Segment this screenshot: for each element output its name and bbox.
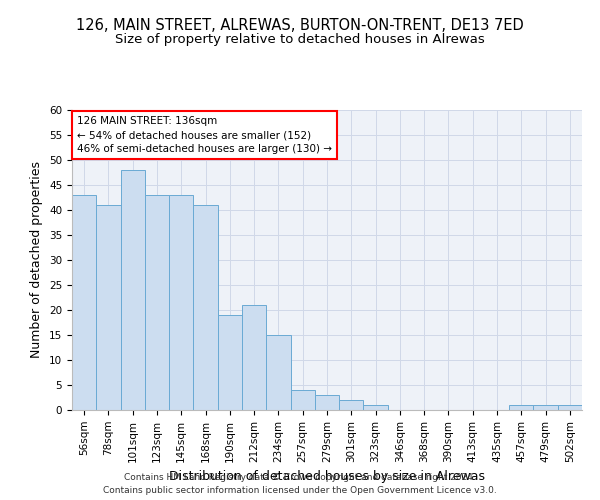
Bar: [533, 405, 558, 410]
Bar: [193, 205, 218, 410]
Text: Contains HM Land Registry data © Crown copyright and database right 2024.
Contai: Contains HM Land Registry data © Crown c…: [103, 474, 497, 495]
Text: 126, MAIN STREET, ALREWAS, BURTON-ON-TRENT, DE13 7ED: 126, MAIN STREET, ALREWAS, BURTON-ON-TRE…: [76, 18, 524, 32]
Y-axis label: Number of detached properties: Number of detached properties: [31, 162, 43, 358]
Bar: [364, 405, 388, 410]
Bar: [169, 195, 193, 410]
Bar: [339, 400, 364, 410]
Bar: [509, 405, 533, 410]
Bar: [266, 335, 290, 410]
Bar: [121, 170, 145, 410]
Bar: [290, 390, 315, 410]
Bar: [315, 395, 339, 410]
Bar: [96, 205, 121, 410]
Text: Size of property relative to detached houses in Alrewas: Size of property relative to detached ho…: [115, 32, 485, 46]
Bar: [242, 305, 266, 410]
Text: 126 MAIN STREET: 136sqm
← 54% of detached houses are smaller (152)
46% of semi-d: 126 MAIN STREET: 136sqm ← 54% of detache…: [77, 116, 332, 154]
Bar: [218, 315, 242, 410]
Bar: [558, 405, 582, 410]
X-axis label: Distribution of detached houses by size in Alrewas: Distribution of detached houses by size …: [169, 470, 485, 483]
Bar: [72, 195, 96, 410]
Bar: [145, 195, 169, 410]
